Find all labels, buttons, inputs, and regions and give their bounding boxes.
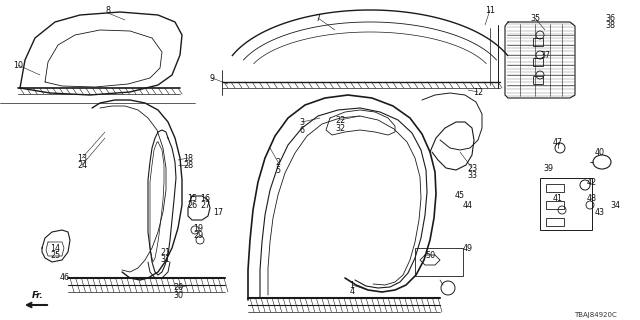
Text: 16: 16 bbox=[200, 194, 210, 203]
Text: 39: 39 bbox=[543, 164, 553, 172]
Text: 40: 40 bbox=[595, 148, 605, 156]
Text: 14: 14 bbox=[50, 244, 60, 252]
Text: 43: 43 bbox=[595, 207, 605, 217]
Text: 41: 41 bbox=[553, 194, 563, 203]
Text: 42: 42 bbox=[587, 178, 597, 187]
Text: 38: 38 bbox=[605, 20, 615, 29]
Text: 31: 31 bbox=[160, 254, 170, 263]
Text: TBAJ84920C: TBAJ84920C bbox=[573, 312, 616, 318]
Text: 13: 13 bbox=[77, 154, 87, 163]
Text: 49: 49 bbox=[463, 244, 473, 252]
Text: 2: 2 bbox=[275, 157, 280, 166]
Text: 19: 19 bbox=[193, 223, 203, 233]
Text: 21: 21 bbox=[160, 247, 170, 257]
Text: 8: 8 bbox=[106, 5, 111, 14]
Text: 33: 33 bbox=[467, 171, 477, 180]
Text: 11: 11 bbox=[485, 5, 495, 14]
Text: 46: 46 bbox=[60, 274, 70, 283]
Text: 5: 5 bbox=[275, 165, 280, 174]
Text: 28: 28 bbox=[183, 161, 193, 170]
Text: 32: 32 bbox=[335, 124, 345, 132]
Bar bbox=[546, 201, 564, 209]
Text: 50: 50 bbox=[425, 251, 435, 260]
Text: 30: 30 bbox=[173, 291, 183, 300]
Text: 22: 22 bbox=[335, 116, 345, 124]
Text: 45: 45 bbox=[455, 190, 465, 199]
Text: 7: 7 bbox=[316, 13, 321, 22]
Text: 15: 15 bbox=[187, 194, 197, 203]
Bar bbox=[533, 38, 543, 46]
Text: 29: 29 bbox=[193, 230, 203, 239]
Bar bbox=[415, 248, 463, 276]
Text: 9: 9 bbox=[209, 74, 214, 83]
Text: 10: 10 bbox=[13, 60, 23, 69]
Text: 4: 4 bbox=[349, 287, 355, 297]
Text: 12: 12 bbox=[473, 87, 483, 97]
Text: 1: 1 bbox=[349, 281, 355, 290]
Text: 27: 27 bbox=[200, 201, 210, 210]
Text: 6: 6 bbox=[300, 125, 305, 134]
Text: 18: 18 bbox=[183, 154, 193, 163]
Text: 17: 17 bbox=[213, 207, 223, 217]
Text: 25: 25 bbox=[50, 251, 60, 260]
Bar bbox=[533, 58, 543, 66]
Bar bbox=[546, 184, 564, 192]
Bar bbox=[533, 76, 543, 84]
Text: 36: 36 bbox=[605, 13, 615, 22]
Text: 44: 44 bbox=[463, 201, 473, 210]
Text: 35: 35 bbox=[530, 13, 540, 22]
Text: 20: 20 bbox=[173, 284, 183, 292]
Text: 34: 34 bbox=[610, 201, 620, 210]
Text: 23: 23 bbox=[467, 164, 477, 172]
Text: 24: 24 bbox=[77, 161, 87, 170]
Text: 47: 47 bbox=[553, 138, 563, 147]
Bar bbox=[546, 218, 564, 226]
Text: 26: 26 bbox=[187, 201, 197, 210]
Bar bbox=[540, 178, 592, 230]
Text: Fr.: Fr. bbox=[32, 291, 44, 300]
Text: 37: 37 bbox=[540, 51, 550, 60]
Text: 3: 3 bbox=[300, 117, 305, 126]
Text: 48: 48 bbox=[587, 194, 597, 203]
